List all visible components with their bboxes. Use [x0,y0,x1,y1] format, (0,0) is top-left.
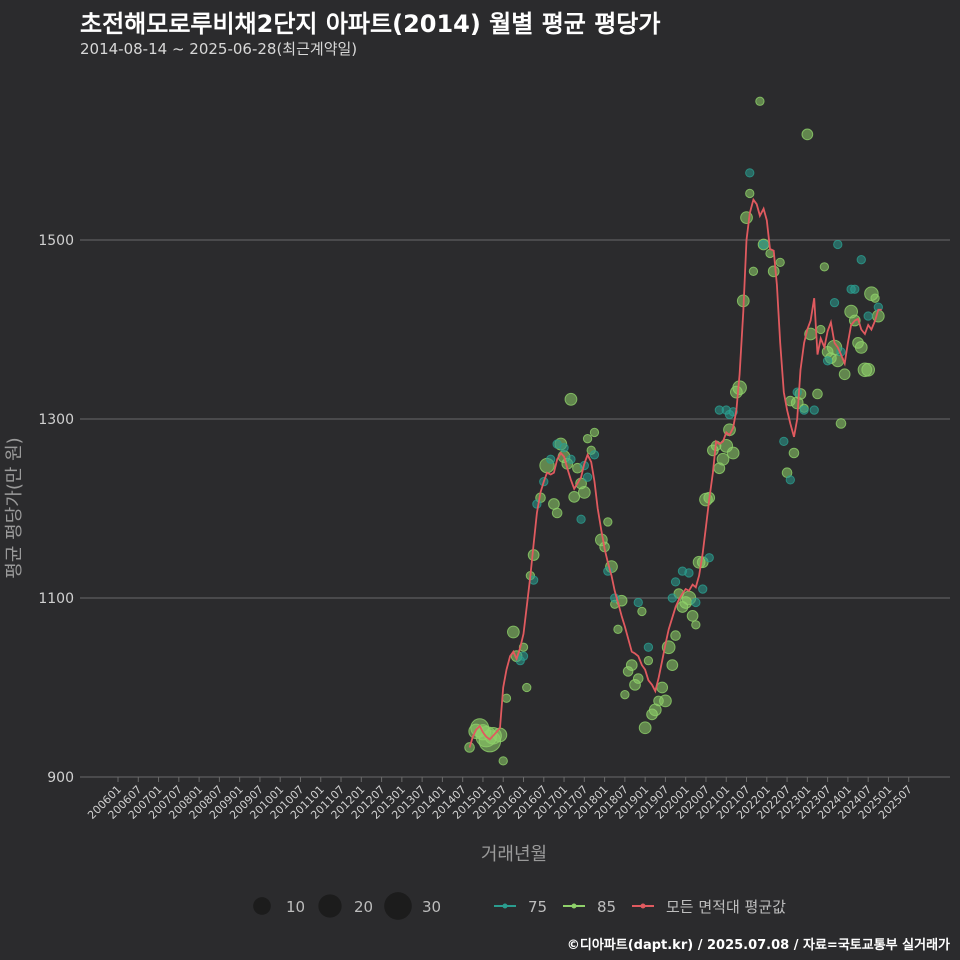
y-tick-label: 900 [47,770,74,786]
data-point-85 [582,434,593,444]
data-point-85 [522,682,532,693]
data-point-75 [785,475,795,485]
data-point-75 [633,597,643,608]
grid-lines [80,239,950,778]
legend: 10 20 30 75 85 모든 면적대 평균값 [253,892,786,920]
data-point-85 [775,257,785,268]
data-point-85 [638,721,652,735]
data-point-75 [829,297,840,308]
data-point-75 [518,651,529,661]
data-point-85 [801,128,814,141]
data-point-75 [792,387,802,397]
data-point-75 [667,593,677,603]
legend-size-label: 10 [286,898,305,916]
legend-dot-series_75 [502,903,508,909]
data-point-85 [656,681,669,694]
data-point-75 [566,454,576,464]
legend-size-marker [384,892,412,920]
source-caption: ©디아파트(dapt.kr) / 2025.07.08 / 자료=국토교통부 실… [566,938,950,953]
data-point-85 [492,727,508,743]
data-point-85 [625,659,638,671]
chart-title: 초전해모로루비채2단지 아파트(2014) 월별 평균 평당가 [80,10,661,38]
legend-size-marker [253,897,271,915]
data-point-75 [698,584,708,594]
data-point-75 [799,405,809,415]
data-point-85 [501,693,512,703]
data-point-85 [568,490,581,503]
data-point-85 [620,690,630,700]
data-point-85 [767,265,780,278]
legend-size-marker [318,894,342,918]
y-axis-label: 평균 평당가(만 원) [4,437,25,578]
data-point-85 [637,606,647,617]
data-point-85 [613,624,623,634]
data-point-75 [684,568,694,578]
data-point-85 [838,368,851,381]
data-point-75 [582,472,593,482]
data-point-85 [870,293,880,303]
data-point-85 [788,447,800,459]
legend-series-label: 모든 면적대 평균값 [666,898,786,916]
data-point-75 [822,356,833,366]
data-point-75 [559,442,569,453]
chart-subtitle: 2014-08-14 ~ 2025-06-28(최근계약일) [80,40,358,58]
data-point-85 [854,341,868,354]
data-point-85 [659,694,672,708]
data-point-75 [856,255,866,265]
data-point-75 [691,597,701,608]
data-point-85 [835,418,847,429]
data-point-85 [812,388,823,400]
data-point-85 [506,625,520,639]
y-tick-label: 1300 [38,412,74,428]
legend-series-label: 85 [597,898,616,916]
x-tick-labels: 2006012006072007012007072008012008072009… [85,777,915,822]
data-point-85 [686,610,699,622]
y-tick-labels: 900 1100 1300 1500 [38,233,74,786]
legend-dot-average [640,903,646,909]
data-point-85 [691,620,701,630]
data-point-75 [809,405,819,415]
data-point-85 [589,427,600,438]
x-axis-label: 거래년월 [481,844,547,865]
data-point-85 [603,517,613,527]
data-point-75 [546,454,556,464]
data-point-85 [716,452,730,466]
data-point-75 [576,514,586,524]
data-point-75 [589,450,600,460]
data-point-75 [779,436,789,447]
data-point-75 [863,311,873,321]
data-point-85 [670,630,681,641]
data-point-85 [632,673,644,684]
average-line [468,197,882,748]
data-point-85 [755,96,765,106]
data-point-75 [758,239,769,250]
legend-size-label: 30 [422,898,441,916]
data-point-85 [726,446,740,460]
legend-size-label: 20 [354,898,373,916]
data-point-75 [670,577,681,587]
data-point-75 [643,642,654,652]
data-point-85 [564,392,578,406]
data-point-75 [704,553,714,563]
data-point-75 [833,239,843,250]
data-point-85 [577,486,591,499]
data-point-85 [498,756,508,766]
y-tick-label: 1100 [38,591,74,607]
data-point-85 [666,659,679,671]
data-point-85 [745,188,755,199]
average-line-layer [468,197,882,748]
data-point-75 [850,284,860,294]
legend-series-label: 75 [528,898,547,916]
y-tick-label: 1500 [38,233,74,249]
data-point-85 [643,655,654,666]
data-point-85 [748,266,759,276]
data-point-85 [551,507,563,519]
data-point-85 [819,262,830,272]
data-point-75 [745,168,755,178]
data-point-85 [816,324,826,335]
data-point-85 [861,362,876,377]
legend-dot-series_85 [571,903,577,909]
data-points [464,96,885,766]
